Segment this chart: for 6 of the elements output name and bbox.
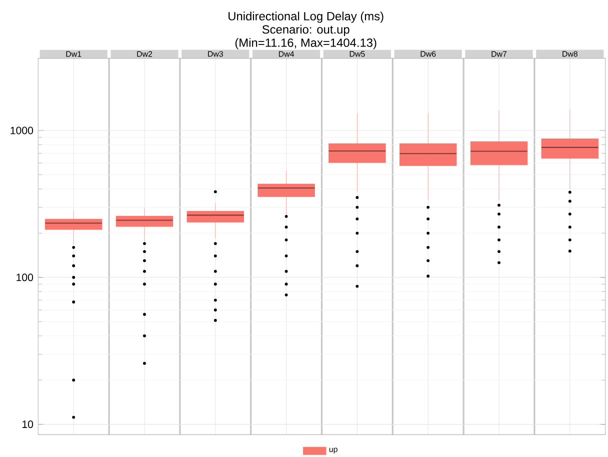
chart-title: Unidirectional Log Delay (ms) [228,12,384,23]
y-tick-label: 1000 [10,126,34,134]
text: (Min=11.16, Max=1404.13) [235,38,376,50]
y-tick-label: 10 [22,420,34,428]
y-tick-label: 100 [16,274,34,282]
chart-subtitle: Scenario: out.up [262,24,350,36]
